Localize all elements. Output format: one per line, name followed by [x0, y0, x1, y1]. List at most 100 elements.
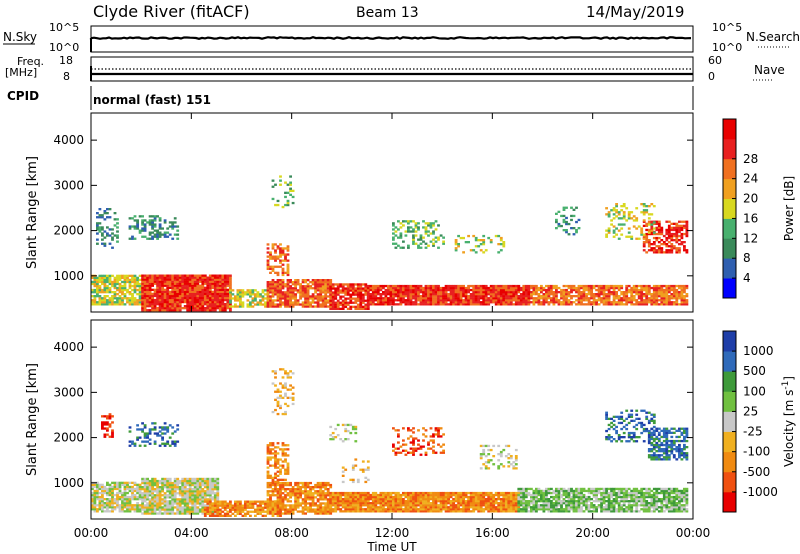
range-gate-cell — [311, 305, 315, 308]
y-tick-label: 3000 — [53, 178, 84, 192]
range-gate-cell — [208, 514, 212, 517]
range-gate-cell — [161, 309, 164, 312]
range-gate-cell — [374, 495, 378, 499]
range-gate-cell — [537, 301, 541, 304]
range-gate-cell — [191, 290, 195, 293]
range-gate-cell — [281, 267, 285, 270]
range-gate-cell — [675, 293, 679, 296]
range-gate-cell — [417, 299, 420, 302]
range-gate-cell — [660, 232, 664, 236]
range-gate-cell — [452, 286, 455, 290]
range-gate-cell — [146, 278, 149, 281]
range-gate-cell — [442, 301, 445, 304]
range-gate-cell — [311, 293, 315, 296]
range-gate-cell — [198, 494, 202, 497]
range-gate-cell — [397, 286, 400, 290]
range-gate-cell — [211, 488, 215, 491]
range-gate-cell — [660, 228, 664, 232]
range-gate-cell — [331, 285, 335, 288]
range-gate-cell — [296, 490, 300, 493]
range-gate-cell — [161, 280, 164, 283]
range-gate-cell — [291, 283, 295, 286]
range-gate-cell — [550, 299, 553, 302]
range-gate-cell — [98, 506, 102, 509]
range-gate-cell — [106, 498, 109, 501]
range-gate-cell — [234, 299, 237, 302]
range-gate-cell — [497, 288, 501, 292]
range-gate-cell — [141, 282, 144, 285]
range-gate-cell — [151, 504, 154, 507]
range-gate-cell — [221, 504, 225, 507]
range-gate-cell — [191, 296, 195, 300]
range-gate-cell — [314, 486, 317, 489]
range-gate-cell — [93, 297, 97, 300]
range-gate-cell — [216, 296, 220, 300]
range-gate-cell — [141, 284, 144, 287]
range-gate-cell — [555, 286, 558, 290]
range-gate-cell — [229, 506, 232, 509]
range-gate-cell — [630, 237, 634, 240]
range-gate-cell — [196, 280, 200, 283]
range-gate-cell — [504, 291, 508, 294]
range-gate-cell — [356, 307, 360, 310]
range-gate-cell — [198, 292, 202, 296]
range-gate-cell — [306, 502, 310, 505]
range-gate-cell — [477, 295, 481, 298]
range-gate-cell — [186, 481, 190, 485]
range-gate-cell — [286, 265, 290, 268]
range-gate-cell — [356, 297, 360, 300]
range-gate-cell — [93, 295, 97, 298]
range-gate-cell — [148, 506, 152, 509]
range-gate-cell — [203, 500, 207, 503]
range-gate-cell — [133, 498, 137, 501]
range-gate-cell — [632, 215, 636, 218]
range-gate-cell — [271, 179, 275, 182]
range-gate-cell — [123, 278, 127, 282]
range-gate-cell — [442, 293, 445, 296]
range-gate-cell — [645, 288, 649, 292]
range-gate-cell — [269, 271, 272, 274]
range-gate-cell — [321, 299, 325, 302]
range-gate-cell — [652, 284, 656, 288]
range-gate-cell — [138, 215, 142, 218]
range-gate-cell — [509, 291, 513, 294]
range-gate-cell — [364, 293, 368, 296]
range-gate-cell — [173, 300, 177, 304]
range-gate-cell — [379, 491, 383, 495]
range-gate-cell — [191, 500, 195, 503]
range-gate-cell — [171, 300, 175, 304]
range-gate-cell — [211, 506, 215, 509]
range-gate-cell — [552, 295, 556, 298]
range-gate-cell — [96, 228, 99, 231]
range-gate-cell — [158, 307, 162, 310]
range-gate-cell — [148, 512, 152, 515]
range-gate-cell — [284, 508, 287, 511]
range-gate-cell — [101, 228, 104, 231]
range-gate-cell — [271, 185, 275, 188]
range-gate-cell — [168, 504, 172, 507]
range-gate-cell — [269, 303, 272, 306]
range-gate-cell — [409, 299, 413, 302]
range-gate-cell — [141, 280, 144, 283]
range-gate-cell — [560, 293, 563, 296]
range-gate-cell — [208, 510, 212, 513]
range-gate-cell — [196, 483, 200, 487]
range-gate-cell — [173, 278, 177, 281]
range-gate-cell — [181, 483, 185, 487]
range-gate-cell — [296, 486, 300, 489]
range-gate-cell — [143, 286, 147, 289]
range-gate-cell — [412, 504, 415, 507]
range-gate-cell — [299, 291, 302, 294]
range-gate-cell — [286, 281, 290, 284]
colorbar-tick-label: 8 — [743, 251, 751, 265]
range-gate-cell — [442, 299, 445, 302]
range-gate-cell — [319, 305, 323, 308]
range-gate-cell — [96, 222, 99, 225]
range-gate-cell — [379, 286, 383, 290]
range-gate-cell — [336, 508, 340, 511]
range-gate-cell — [306, 301, 310, 304]
range-gate-cell — [96, 280, 99, 284]
range-gate-cell — [136, 504, 139, 507]
range-gate-cell — [131, 493, 134, 497]
range-gate-cell — [612, 303, 616, 306]
